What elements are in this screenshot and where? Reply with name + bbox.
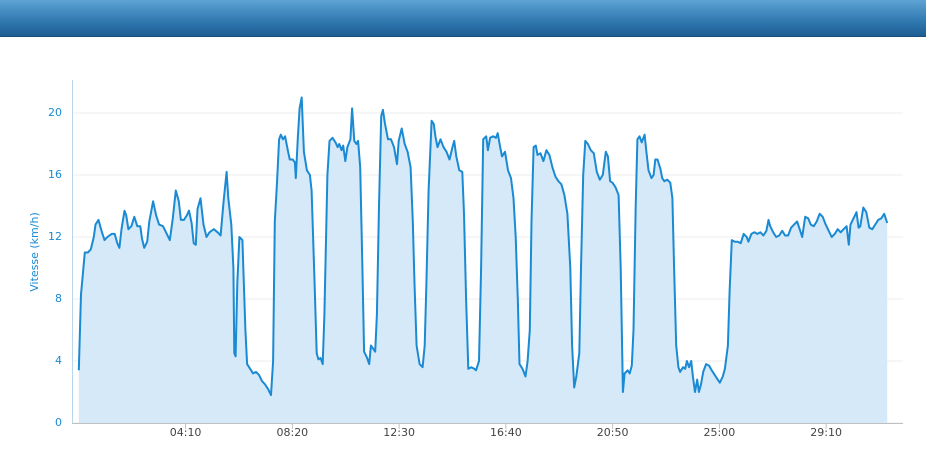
x-tick-label: 04:10	[170, 426, 202, 439]
y-tick-label: 4	[55, 354, 62, 367]
y-tick-label: 8	[55, 292, 62, 305]
y-axis-label: Vitesse (km/h)	[28, 212, 41, 292]
x-tick-label: 20:50	[597, 426, 629, 439]
x-tick-label: 25:00	[704, 426, 736, 439]
y-tick-label: 12	[48, 230, 62, 243]
x-tick-label: 12:30	[383, 426, 415, 439]
y-tick-label: 16	[48, 168, 62, 181]
x-tick-label: 29:10	[810, 426, 842, 439]
y-tick-label: 20	[48, 106, 62, 119]
x-tick-label: 08:20	[276, 426, 308, 439]
area-fill	[78, 97, 888, 423]
header-bar	[0, 0, 926, 37]
y-tick-label: 0	[55, 416, 62, 429]
x-tick-label: 16:40	[490, 426, 522, 439]
speed-line	[77, 96, 889, 397]
